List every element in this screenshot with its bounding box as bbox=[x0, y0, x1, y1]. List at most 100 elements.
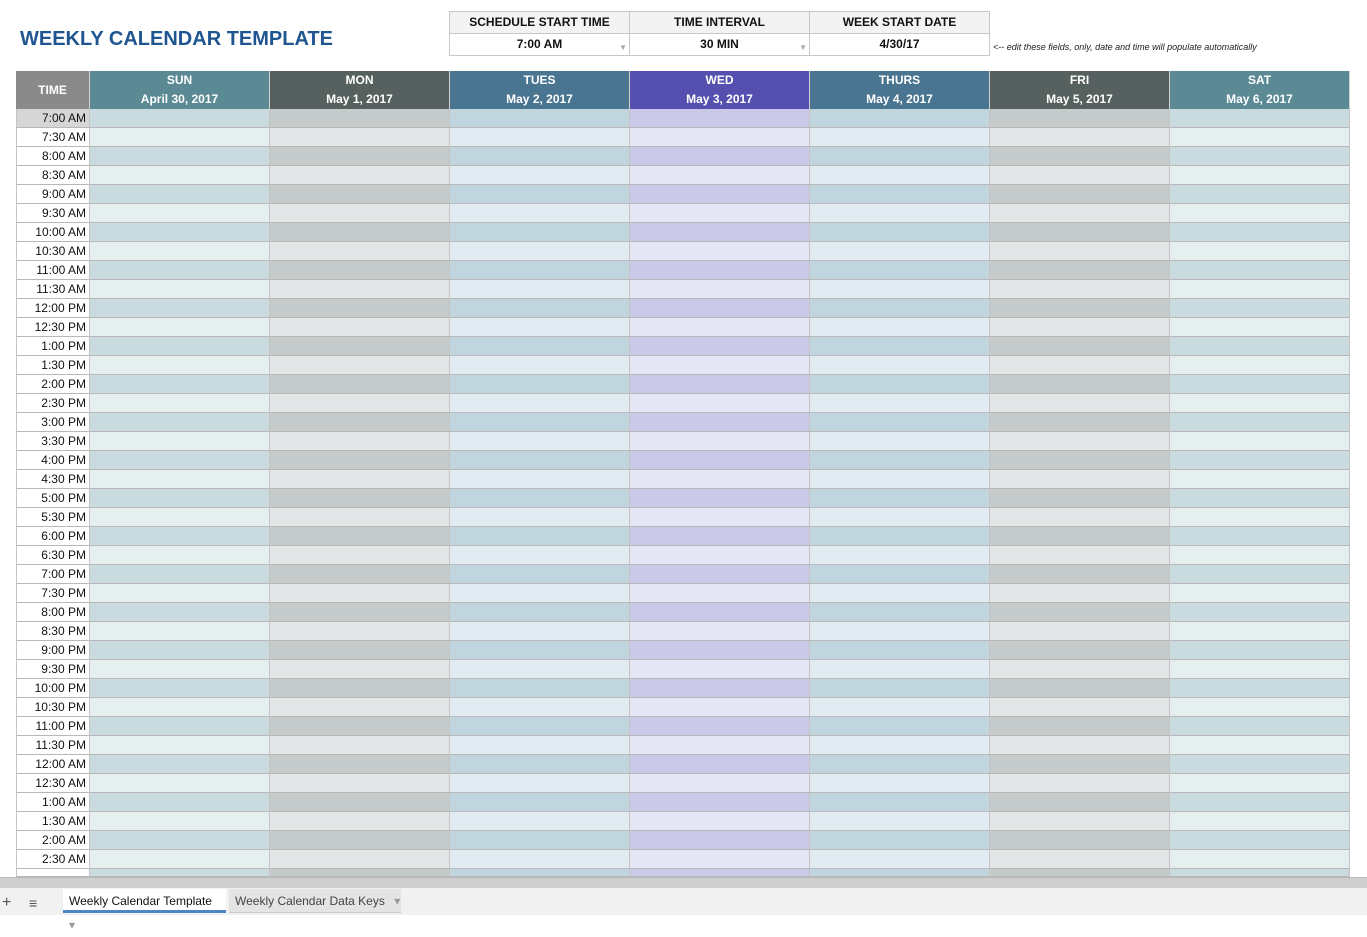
cell[interactable] bbox=[270, 128, 450, 147]
cell[interactable] bbox=[1170, 451, 1350, 470]
cell[interactable] bbox=[630, 299, 810, 318]
cell[interactable] bbox=[990, 717, 1170, 736]
cell[interactable] bbox=[1170, 128, 1350, 147]
cell[interactable] bbox=[990, 812, 1170, 831]
time-cell[interactable]: 12:30 AM bbox=[16, 774, 90, 793]
cell[interactable] bbox=[810, 166, 990, 185]
cell[interactable] bbox=[450, 831, 630, 850]
add-sheet-button[interactable]: + bbox=[2, 894, 12, 911]
cell[interactable] bbox=[630, 204, 810, 223]
cell[interactable] bbox=[810, 584, 990, 603]
cell[interactable] bbox=[90, 147, 270, 166]
cell[interactable] bbox=[810, 622, 990, 641]
cell[interactable] bbox=[990, 546, 1170, 565]
cell[interactable] bbox=[990, 869, 1170, 877]
cell[interactable] bbox=[630, 508, 810, 527]
cell[interactable] bbox=[990, 736, 1170, 755]
cell[interactable] bbox=[810, 204, 990, 223]
cell[interactable] bbox=[270, 375, 450, 394]
cell[interactable] bbox=[90, 394, 270, 413]
cell[interactable] bbox=[270, 717, 450, 736]
cell[interactable] bbox=[90, 318, 270, 337]
sheet-tab[interactable]: Weekly Calendar Data Keys ▾ bbox=[229, 889, 401, 913]
cell[interactable] bbox=[990, 375, 1170, 394]
cell[interactable] bbox=[450, 223, 630, 242]
cell[interactable] bbox=[810, 717, 990, 736]
cell[interactable] bbox=[990, 755, 1170, 774]
cell[interactable] bbox=[90, 432, 270, 451]
time-cell[interactable]: 10:00 AM bbox=[16, 223, 90, 242]
cell[interactable] bbox=[990, 603, 1170, 622]
cell[interactable] bbox=[630, 565, 810, 584]
cell[interactable] bbox=[630, 185, 810, 204]
cell[interactable] bbox=[810, 508, 990, 527]
cell[interactable] bbox=[270, 109, 450, 128]
cell[interactable] bbox=[450, 622, 630, 641]
cell[interactable] bbox=[90, 850, 270, 869]
cell[interactable] bbox=[990, 679, 1170, 698]
cell[interactable] bbox=[270, 812, 450, 831]
cell[interactable] bbox=[1170, 147, 1350, 166]
cell[interactable] bbox=[1170, 508, 1350, 527]
cell[interactable] bbox=[630, 622, 810, 641]
cell[interactable] bbox=[90, 812, 270, 831]
cell[interactable] bbox=[810, 812, 990, 831]
cell[interactable] bbox=[630, 717, 810, 736]
cell[interactable] bbox=[630, 394, 810, 413]
cell[interactable] bbox=[990, 660, 1170, 679]
cell[interactable] bbox=[1170, 432, 1350, 451]
cell[interactable] bbox=[1170, 565, 1350, 584]
cell[interactable] bbox=[450, 698, 630, 717]
cell[interactable] bbox=[630, 527, 810, 546]
cell[interactable] bbox=[990, 850, 1170, 869]
cell[interactable] bbox=[990, 147, 1170, 166]
time-cell[interactable]: 7:00 AM bbox=[16, 109, 90, 128]
cell[interactable] bbox=[450, 755, 630, 774]
sheet-tab[interactable]: Weekly Calendar Template ▾ bbox=[63, 889, 226, 932]
cell[interactable] bbox=[630, 242, 810, 261]
cell[interactable] bbox=[270, 793, 450, 812]
settings-field[interactable]: 7:00 AM ▼ bbox=[449, 33, 630, 56]
cell[interactable] bbox=[990, 432, 1170, 451]
time-cell[interactable]: 12:00 AM bbox=[16, 755, 90, 774]
cell[interactable] bbox=[90, 356, 270, 375]
time-cell[interactable]: 5:30 PM bbox=[16, 508, 90, 527]
cell[interactable] bbox=[450, 774, 630, 793]
cell[interactable] bbox=[270, 280, 450, 299]
time-cell[interactable]: 7:00 PM bbox=[16, 565, 90, 584]
cell[interactable] bbox=[270, 850, 450, 869]
cell[interactable] bbox=[90, 831, 270, 850]
cell[interactable] bbox=[810, 242, 990, 261]
cell[interactable] bbox=[810, 451, 990, 470]
time-cell[interactable]: 9:30 PM bbox=[16, 660, 90, 679]
cell[interactable] bbox=[810, 147, 990, 166]
cell[interactable] bbox=[1170, 204, 1350, 223]
cell[interactable] bbox=[270, 337, 450, 356]
cell[interactable] bbox=[1170, 774, 1350, 793]
cell[interactable] bbox=[630, 774, 810, 793]
cell[interactable] bbox=[90, 755, 270, 774]
cell[interactable] bbox=[90, 717, 270, 736]
time-cell[interactable]: 1:00 PM bbox=[16, 337, 90, 356]
cell[interactable] bbox=[810, 527, 990, 546]
cell[interactable] bbox=[270, 185, 450, 204]
time-cell[interactable]: 7:30 AM bbox=[16, 128, 90, 147]
cell[interactable] bbox=[630, 318, 810, 337]
cell[interactable] bbox=[1170, 299, 1350, 318]
cell[interactable] bbox=[1170, 736, 1350, 755]
cell[interactable] bbox=[270, 204, 450, 223]
cell[interactable] bbox=[1170, 527, 1350, 546]
cell[interactable] bbox=[450, 109, 630, 128]
cell[interactable] bbox=[630, 413, 810, 432]
cell[interactable] bbox=[810, 793, 990, 812]
time-cell[interactable]: 9:00 PM bbox=[16, 641, 90, 660]
cell[interactable] bbox=[810, 356, 990, 375]
cell[interactable] bbox=[990, 565, 1170, 584]
cell[interactable] bbox=[90, 489, 270, 508]
time-cell[interactable]: 3:30 PM bbox=[16, 432, 90, 451]
time-cell[interactable]: 8:00 PM bbox=[16, 603, 90, 622]
cell[interactable] bbox=[810, 109, 990, 128]
cell[interactable] bbox=[270, 470, 450, 489]
cell[interactable] bbox=[990, 185, 1170, 204]
cell[interactable] bbox=[1170, 318, 1350, 337]
